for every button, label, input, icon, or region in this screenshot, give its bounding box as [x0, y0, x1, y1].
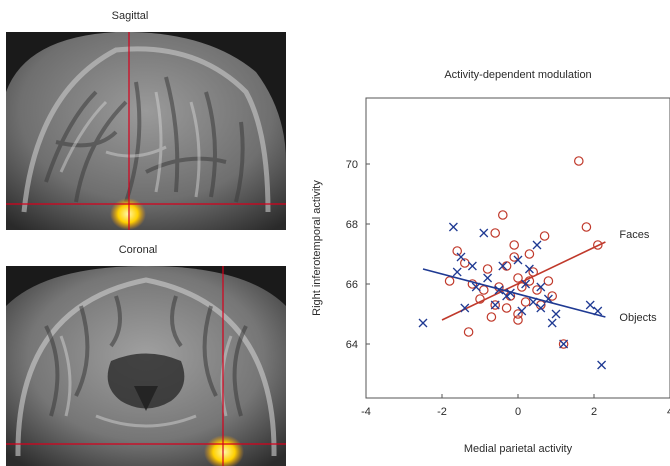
- x-axis-label: Medial parietal activity: [464, 443, 573, 455]
- objects-trend-line: [422, 268, 606, 318]
- x-tick-label: -4: [361, 406, 371, 418]
- objects-point: [547, 318, 557, 328]
- faces-point: [482, 264, 493, 274]
- objects-point: [448, 222, 458, 232]
- objects-series-label: Objects: [619, 312, 657, 324]
- objects-point: [559, 339, 569, 349]
- x-tick-label: -2: [437, 406, 447, 418]
- sagittal-activation-blob: [110, 198, 146, 230]
- sagittal-brain-image: [6, 32, 286, 230]
- objects-point: [483, 273, 493, 283]
- objects-point: [460, 303, 470, 313]
- x-tick-label: 0: [515, 406, 521, 418]
- faces-point: [520, 297, 531, 307]
- objects-point: [513, 255, 523, 265]
- faces-point: [494, 282, 504, 292]
- objects-point: [456, 252, 466, 262]
- faces-point: [490, 228, 500, 238]
- faces-point: [539, 231, 550, 241]
- faces-point: [513, 309, 523, 319]
- y-axis-label: Right inferotemporal activity: [311, 180, 323, 316]
- objects-point: [524, 264, 534, 274]
- faces-point: [501, 303, 512, 313]
- series-labels: Faces Objects: [619, 229, 657, 324]
- objects-point: [467, 261, 477, 271]
- objects-point: [532, 240, 542, 250]
- faces-point: [467, 279, 478, 289]
- faces-point: [524, 249, 535, 259]
- objects-point: [479, 228, 489, 238]
- coronal-brain-image: [6, 266, 286, 466]
- objects-point: [585, 300, 595, 310]
- faces-series-label: Faces: [619, 229, 649, 241]
- y-tick-label: 64: [346, 339, 358, 351]
- faces-point: [478, 285, 489, 295]
- faces-point: [558, 339, 569, 349]
- objects-point: [505, 288, 515, 298]
- y-tick-label: 66: [346, 279, 358, 291]
- faces-point: [532, 285, 542, 295]
- faces-point: [509, 252, 519, 262]
- faces-point: [592, 240, 603, 250]
- faces-point: [486, 312, 497, 322]
- objects-point: [517, 306, 527, 316]
- objects-point: [494, 285, 504, 295]
- faces-point: [513, 315, 523, 325]
- faces-point: [547, 291, 557, 301]
- objects-point: [536, 282, 546, 292]
- faces-point: [581, 222, 592, 232]
- faces-point: [516, 282, 527, 292]
- objects-point: [418, 318, 428, 328]
- faces-point: [513, 273, 523, 283]
- chart-title: Activity-dependent modulation: [444, 69, 591, 81]
- x-tick-label: 4: [667, 406, 670, 418]
- x-ticks: -4 -2 0 2 4: [361, 394, 670, 418]
- objects-point: [521, 279, 531, 289]
- objects-point: [498, 261, 508, 271]
- faces-point: [543, 276, 554, 286]
- coronal-activation-blob: [204, 435, 244, 466]
- objects-point: [536, 303, 546, 313]
- data-marks: [418, 156, 607, 370]
- objects-point: [452, 267, 462, 277]
- objects-point: [551, 309, 561, 319]
- faces-point: [452, 246, 462, 256]
- objects-point: [597, 360, 607, 370]
- y-tick-label: 70: [346, 159, 358, 171]
- x-tick-label: 2: [591, 406, 597, 418]
- y-tick-label: 68: [346, 219, 358, 231]
- coronal-title: Coronal: [118, 244, 158, 256]
- faces-trend-line: [441, 241, 606, 321]
- y-ticks: 64 66 68 70: [346, 159, 370, 351]
- faces-point: [444, 276, 455, 286]
- faces-point: [490, 300, 500, 310]
- objects-point: [490, 300, 500, 310]
- faces-point: [509, 240, 519, 250]
- faces-point: [573, 156, 584, 166]
- faces-point: [463, 327, 474, 337]
- plot-frame: [365, 97, 670, 399]
- sagittal-title: Sagittal: [111, 10, 149, 22]
- faces-point: [497, 210, 508, 220]
